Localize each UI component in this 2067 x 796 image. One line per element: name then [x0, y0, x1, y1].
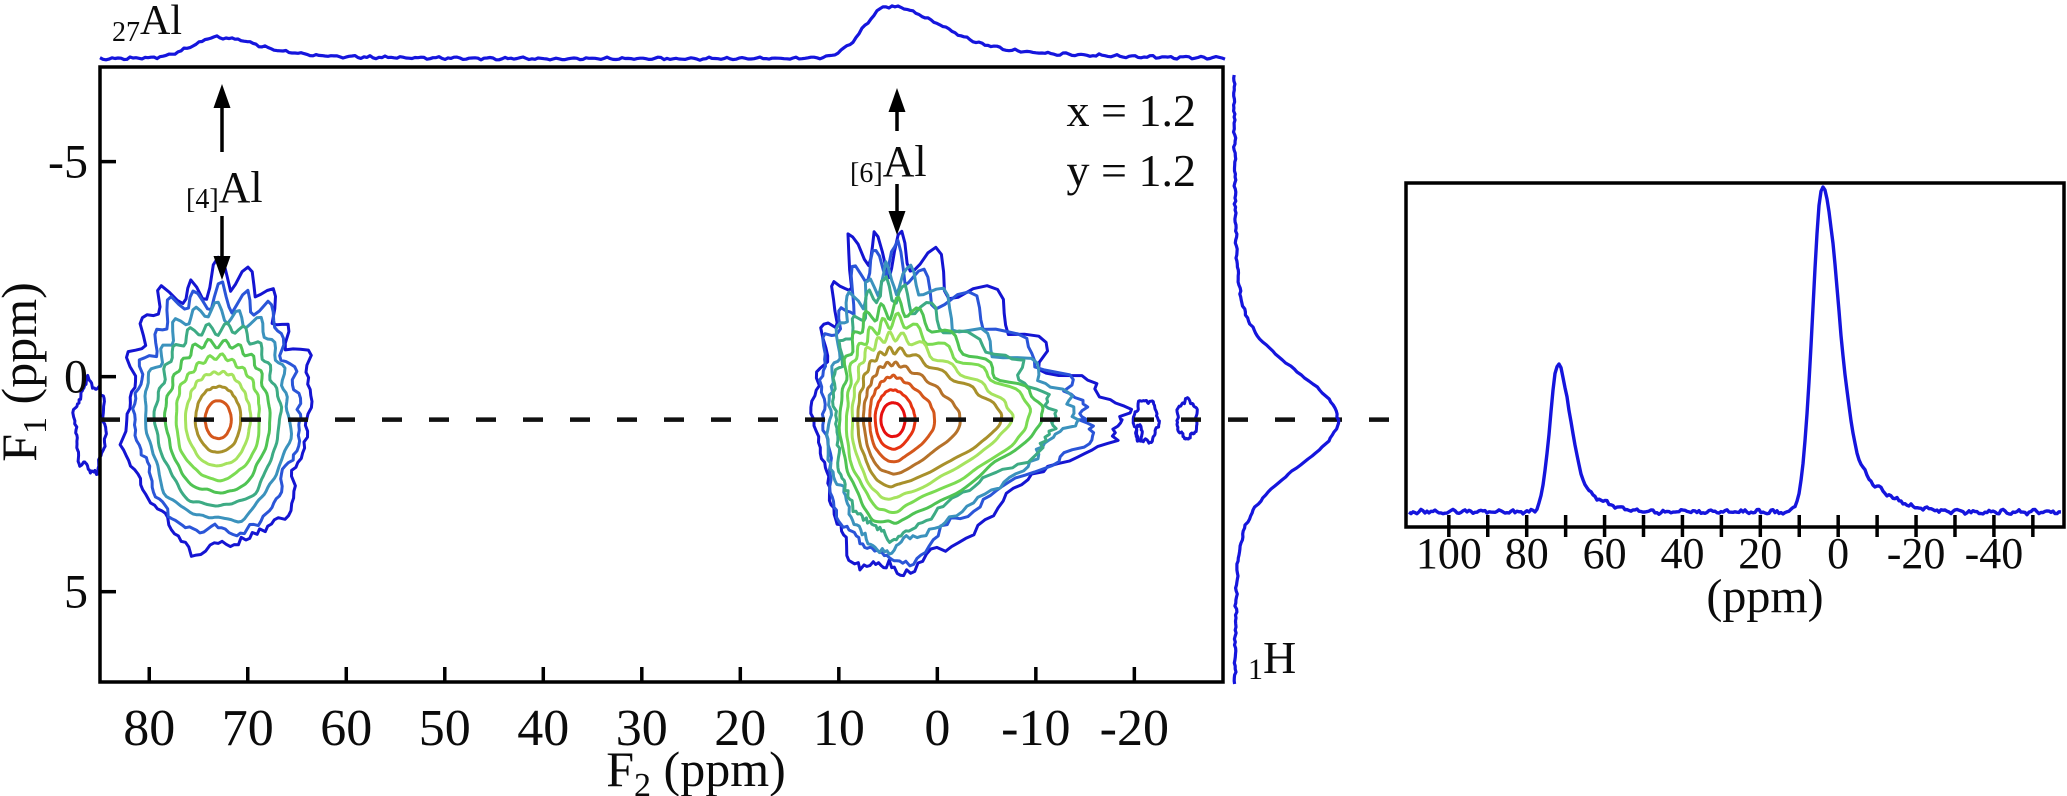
contour-noise-blob: [1134, 423, 1144, 443]
site6-assignment-label: [6]Al: [850, 137, 927, 189]
contour-ring-6al: [825, 260, 1080, 556]
site6-up-arrow-head: [888, 88, 906, 112]
contour-ring-4al: [118, 255, 314, 558]
main-y-tick-label: -5: [48, 136, 88, 189]
main-y-tick-label: 5: [64, 566, 88, 619]
ratio-x-annotation: x = 1.2: [1067, 85, 1196, 136]
site4-up-arrow-head: [213, 84, 231, 108]
top-projection-trace-27al: [99, 4, 1226, 62]
main-x-tick-label: 0: [924, 700, 950, 757]
contour-ring-4al: [174, 352, 261, 483]
annotation-arrows-layer: [213, 84, 906, 280]
site4-down-arrow-head: [213, 256, 231, 280]
main-x-tick-label: 50: [419, 700, 471, 757]
right-nucleus-label: 1H: [1248, 632, 1296, 686]
inset-1d-trace-27al: [1407, 185, 2062, 517]
projection-traces-layer: [99, 4, 2062, 685]
main-x-tick-label: 20: [714, 700, 766, 757]
main-x-tick-label: 70: [222, 700, 274, 757]
inset-xaxis-title: (ppm): [1706, 570, 1823, 623]
site6-down-arrow-head: [888, 211, 906, 235]
main-x-tick-label: 40: [517, 700, 569, 757]
inset-plot-frame: [1404, 181, 2066, 529]
right-projection-trace-1h: [1231, 74, 1341, 685]
contour-ring-6al: [879, 401, 907, 439]
contour-layer: [71, 229, 1199, 578]
main-x-tick-label: 60: [320, 700, 372, 757]
main-plot-frame: [98, 65, 1225, 684]
main-x-tick-label: 80: [123, 700, 175, 757]
inset-x-tick-label: 40: [1660, 529, 1704, 578]
main-x-tick-label: -10: [1001, 700, 1070, 757]
ratio-y-annotation: y = 1.2: [1067, 145, 1196, 196]
site4-assignment-label: [4]Al: [186, 163, 263, 215]
main-yaxis-title: F1 (ppm): [0, 282, 54, 462]
inset-x-tick-label: 20: [1738, 529, 1782, 578]
contour-ring-4al: [143, 300, 293, 524]
contour-ring-4al: [184, 369, 253, 468]
main-y-tick-label: 0: [64, 351, 88, 404]
main-xaxis-title: F2 (ppm): [606, 741, 786, 796]
inset-x-tick-label: 100: [1416, 529, 1482, 578]
inset-x-tick-label: 60: [1583, 529, 1627, 578]
contour-noise-blob: [1131, 399, 1161, 445]
contour-ring-6al: [844, 311, 1032, 514]
inset-x-tick-label: 80: [1505, 529, 1549, 578]
contour-ring-4al: [131, 280, 303, 538]
contour-ring-6al: [873, 388, 917, 451]
contour-ring-6al: [837, 296, 1045, 525]
main-x-tick-label: 30: [616, 700, 668, 757]
inset-x-tick-label: 0: [1827, 529, 1849, 578]
main-x-tick-label: -20: [1100, 700, 1169, 757]
contour-noise-blob: [1175, 396, 1199, 441]
main-x-tick-label: 10: [813, 700, 865, 757]
inset-x-tick-label: -40: [1965, 529, 2024, 578]
top-nucleus-label: 27Al: [112, 0, 182, 48]
inset-x-tick-label: -20: [1887, 529, 1946, 578]
